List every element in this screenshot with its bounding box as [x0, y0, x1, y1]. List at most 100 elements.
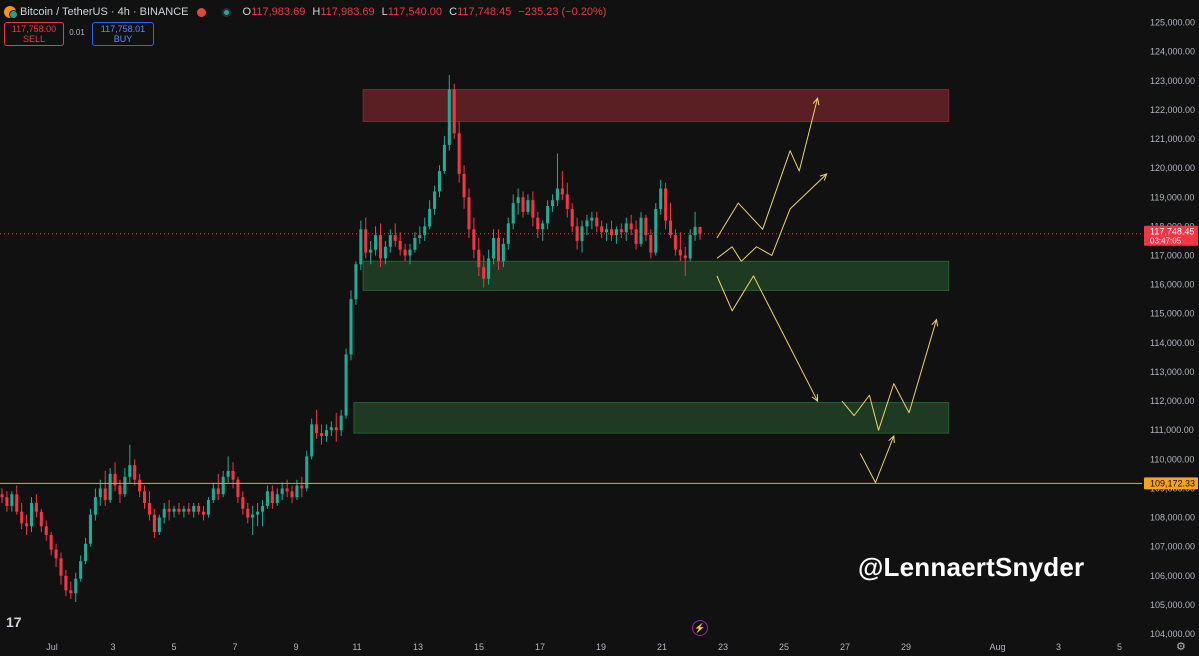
projection-path: [841, 319, 937, 431]
candle-body: [295, 485, 299, 498]
levels-layer: [0, 233, 1142, 484]
time-tick-label: 23: [718, 642, 728, 652]
candle-body: [457, 133, 461, 174]
author-watermark: @LennaertSnyder: [858, 552, 1085, 582]
price-tick-label: 121,000.00: [1150, 134, 1195, 144]
level-price-tag: [1144, 477, 1198, 490]
price-tick-label: 114,000.00: [1150, 338, 1194, 348]
time-tick-label: 15: [474, 642, 484, 652]
symbol-title[interactable]: Bitcoin / TetherUS · 4h · BINANCE: [20, 6, 189, 18]
candle-body: [654, 208, 658, 253]
zones-layer: [353, 89, 950, 434]
candle-body: [659, 188, 663, 209]
candle-body: [103, 488, 107, 501]
time-tick-label: Jul: [46, 642, 58, 652]
price-tick-label: 125,000.00: [1150, 18, 1195, 28]
candle-body: [678, 249, 682, 256]
candle-body: [79, 561, 83, 579]
candle-body: [187, 508, 191, 512]
time-tick-label: 11: [352, 642, 361, 652]
candle-body: [462, 173, 466, 198]
candle-body: [359, 229, 363, 265]
candle-body: [34, 502, 38, 512]
candle-body: [305, 456, 309, 489]
low-label: L: [381, 6, 388, 18]
candle-body: [88, 514, 93, 544]
price-axis[interactable]: 104,000.00 105,000.00 106,000.00 107,000.00…: [1142, 0, 1199, 656]
price-tick-label: 106,000.00: [1150, 571, 1195, 581]
candle-body: [300, 485, 304, 489]
candle-body: [673, 235, 677, 250]
price-tick-label: 124,000.00: [1150, 47, 1195, 57]
price-tick-label: 112,000.00: [1150, 396, 1194, 406]
candle-body: [44, 526, 48, 536]
candle-body: [324, 430, 328, 437]
low-value: 117,540.00: [387, 6, 443, 18]
candle-body: [344, 354, 348, 416]
candle-body: [437, 171, 442, 192]
tradingview-logo[interactable]: 17: [6, 614, 22, 630]
sell-button[interactable]: 117,758.00 SELL: [4, 22, 64, 46]
price-tick-label: 117,000.00: [1150, 250, 1194, 260]
settings-icon[interactable]: ⚙: [1176, 641, 1186, 653]
candle-body: [590, 217, 594, 221]
candle-body: [118, 485, 122, 495]
candle-body: [251, 514, 255, 518]
candle-body: [467, 197, 471, 230]
candle-body: [398, 240, 402, 250]
price-tick-label: 120,000.00: [1150, 163, 1195, 173]
price-tick-label: 116,000.00: [1150, 280, 1194, 290]
candle-body: [39, 511, 43, 527]
candle-body: [147, 502, 151, 515]
current-price-tag: [1144, 225, 1198, 246]
candle-body: [236, 479, 240, 498]
candle-body: [25, 523, 29, 527]
level-price-label: 109,172.33: [1150, 478, 1195, 488]
candle-body: [644, 217, 648, 236]
candle-body: [5, 497, 9, 506]
candle-body: [231, 470, 235, 480]
candle-body: [472, 229, 476, 250]
candle-body: [275, 494, 279, 503]
candle-body: [197, 505, 201, 512]
candle-body: [108, 473, 112, 501]
candle-body: [10, 494, 14, 506]
market-status-icon: [196, 7, 206, 17]
candle-body: [388, 235, 392, 247]
candle-body: [280, 488, 284, 495]
candle-body: [693, 226, 697, 236]
candle-body: [555, 188, 559, 201]
candle-body: [560, 188, 564, 195]
candle-body: [177, 508, 181, 512]
candle-body: [477, 249, 481, 268]
projection-arrowhead: [811, 394, 819, 403]
candle-body: [624, 223, 628, 233]
candle-body: [664, 188, 668, 221]
candle-body: [202, 511, 206, 515]
candle-body: [565, 194, 569, 209]
candle-body: [15, 494, 19, 512]
buy-button[interactable]: 117,758.01 BUY: [92, 22, 154, 46]
close-value: 117,748.45: [457, 6, 512, 18]
buy-label: BUY: [113, 34, 133, 44]
time-tick-label: 5: [1117, 642, 1122, 652]
time-tick-label: 3: [110, 642, 115, 652]
candle-body: [369, 249, 373, 253]
projection-arrowhead: [931, 318, 939, 327]
projection-arrowhead: [819, 173, 828, 181]
price-tick-label: 123,000.00: [1150, 76, 1195, 86]
candle-body: [521, 197, 525, 212]
candle-body: [536, 217, 540, 230]
candle-body: [595, 217, 599, 227]
candle-body: [526, 200, 530, 212]
candle-body: [668, 220, 673, 236]
time-axis[interactable]: Jul 3 5 7 9 11 13 15 17 19 21 23 25 27 29 Aug 3 5: [0, 636, 1142, 656]
candle-body: [206, 500, 210, 515]
zone-demand-lower: [353, 402, 950, 434]
candle-body: [482, 267, 486, 279]
candle-body: [487, 258, 491, 279]
sell-price: 117,758.00: [11, 24, 57, 34]
lightning-icon[interactable]: ⚡: [692, 620, 708, 636]
candle-body: [256, 511, 260, 515]
